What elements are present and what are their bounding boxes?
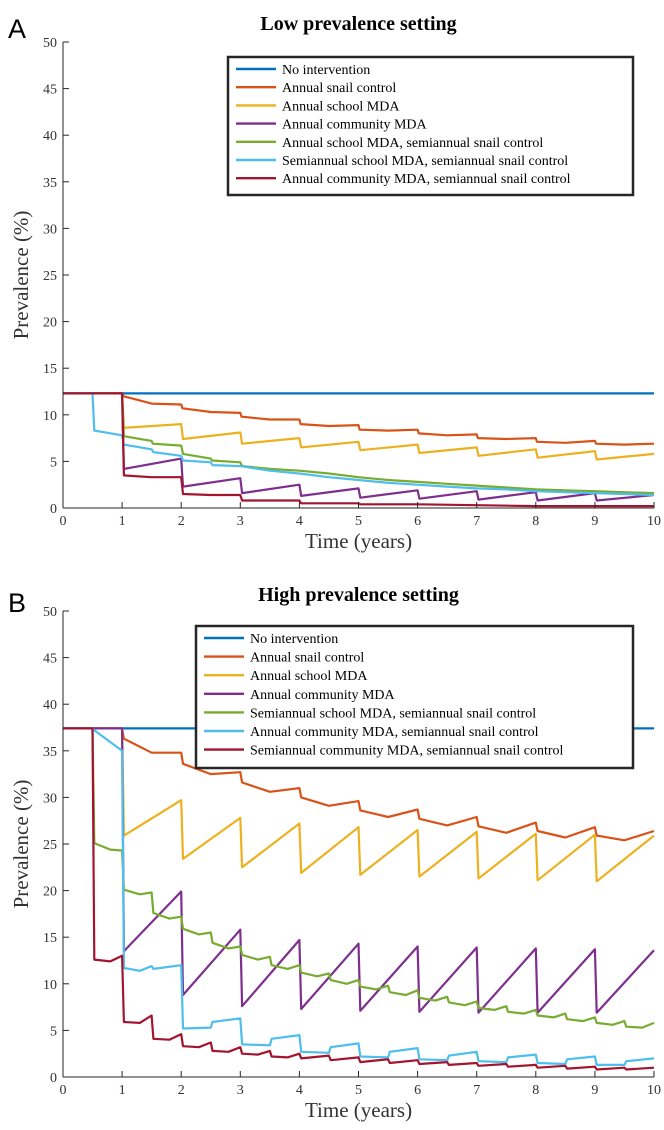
panel-a-x-tick-label: 5 — [355, 514, 362, 529]
panel-a-y-tick-label: 0 — [50, 502, 57, 517]
panel-a-y-axis-label: Prevalence (%) — [9, 211, 33, 340]
panel-b-y-tick-label: 10 — [43, 978, 57, 993]
panel-b-series-line-5 — [63, 727, 655, 1029]
panel-a-x-tick-label: 2 — [178, 514, 185, 529]
panel-a-title: Low prevalence setting — [260, 13, 456, 35]
panel-a-series-line-5 — [63, 392, 655, 495]
panel-b-x-tick-label: 3 — [237, 1083, 244, 1098]
panel-b-title: High prevalence setting — [258, 584, 459, 606]
panel-b-legend-entry-5: Semiannual school MDA, semiannual snail … — [250, 706, 536, 721]
panel-b-x-tick-label: 9 — [591, 1083, 598, 1098]
panel-a-y-tick-label: 10 — [43, 409, 57, 424]
panel-b-y-tick-label: 20 — [43, 885, 57, 900]
panel-b-legend-entry-1: No intervention — [250, 632, 338, 647]
panel-a-legend-entry-6: Semiannual school MDA, semiannual snail … — [282, 154, 568, 169]
panel-b-y-tick-label: 0 — [50, 1071, 57, 1086]
panel-a-legend-entry-1: No intervention — [282, 63, 370, 78]
panel-b-x-tick-label: 6 — [414, 1083, 421, 1098]
panel-a-x-tick-label: 8 — [532, 514, 539, 529]
panel-a-x-tick-label: 0 — [60, 514, 67, 529]
panel-a-legend-entry-2: Annual snail control — [282, 81, 396, 96]
panel-b-y-tick-label: 45 — [43, 652, 57, 667]
panel-a-x-tick-label: 3 — [237, 514, 244, 529]
panel-a-x-tick-label: 1 — [119, 514, 126, 529]
panel-b-series-line-3 — [63, 727, 655, 883]
panel-b-x-tick-label: 8 — [532, 1083, 539, 1098]
panel-a-x-tick-label: 6 — [414, 514, 421, 529]
panel-a-y-tick-label: 5 — [50, 455, 57, 470]
panel-b-legend-entry-6: Annual community MDA, semiannual snail c… — [250, 725, 539, 740]
panel-b-y-axis-label: Prevalence (%) — [9, 780, 33, 909]
panel-b-y-tick-label: 5 — [50, 1024, 57, 1039]
panel-a-legend-box — [226, 55, 635, 197]
panel-a-legend-entry-5: Annual school MDA, semiannual snail cont… — [282, 136, 543, 151]
panel-a-y-tick-label: 50 — [43, 36, 57, 51]
panel-a-series-line-6 — [63, 392, 655, 497]
panel-a-series-line-7 — [63, 392, 654, 508]
panel-a-y-tick-label: 30 — [43, 222, 57, 237]
panel-b-legend-entry-4: Annual community MDA — [250, 688, 396, 703]
panel-a-legend: No intervention Annual snail control Annua… — [226, 55, 635, 197]
panel-b-legend: No intervention Annual snail control Annua… — [194, 624, 635, 770]
panel-b-y-tick-label: 40 — [43, 698, 57, 713]
panel-a-y-tick-label: 40 — [43, 129, 57, 144]
panel-b-x-axis-label: Time (years) — [305, 1098, 412, 1122]
panel-b-series-line-2 — [63, 727, 655, 842]
panel-b-x-tick-label: 10 — [647, 1083, 661, 1098]
panel-a-legend-entry-4: Annual community MDA — [282, 118, 428, 133]
panel-a-series-line-4 — [63, 392, 655, 502]
panel-b-y-tick-label: 35 — [43, 745, 57, 760]
panel-b-legend-entry-2: Annual snail control — [250, 651, 364, 666]
panel-b-y-tick-label: 50 — [43, 605, 57, 620]
panel-b-series-line-7 — [63, 727, 655, 1071]
panel-b-x-tick-label: 4 — [296, 1083, 303, 1098]
panel-a-y-tick-label: 20 — [43, 316, 57, 331]
panel-b-y-tick-label: 25 — [43, 838, 57, 853]
panel-a-x-tick-label: 10 — [647, 514, 661, 529]
panel-b-x-tick-label: 5 — [355, 1083, 362, 1098]
panel-b-x-tick-label: 2 — [178, 1083, 185, 1098]
panel-b-x-tick-label: 0 — [60, 1083, 67, 1098]
panel-b-series-line-6 — [63, 727, 655, 1066]
panel-a-series-group — [63, 392, 655, 508]
panel-b: B High prevalence setting0510152025303540… — [8, 584, 661, 1122]
panel-a: A Low prevalence setting05101520253035404… — [8, 13, 661, 553]
panel-b-legend-box — [194, 624, 635, 770]
panel-b-x-tick-label: 7 — [473, 1083, 480, 1098]
panel-a-x-axis-label: Time (years) — [305, 529, 412, 553]
panel-a-x-tick-label: 7 — [473, 514, 480, 529]
panel-b-y-tick-label: 15 — [43, 931, 57, 946]
panel-b-legend-entry-7: Semiannual community MDA, semiannual sna… — [250, 744, 564, 759]
panel-b-y-tick-label: 30 — [43, 791, 57, 806]
panel-a-series-line-2 — [63, 392, 655, 446]
panel-a-series-line-3 — [63, 392, 655, 461]
panel-b-x-tick-label: 1 — [119, 1083, 126, 1098]
panel-a-y-tick-label: 15 — [43, 362, 57, 377]
panel-a-y-tick-label: 45 — [43, 83, 57, 98]
panel-a-x-tick-label: 9 — [591, 514, 598, 529]
panel-a-letter: A — [8, 14, 26, 44]
panel-a-y-tick-label: 25 — [43, 269, 57, 284]
panel-b-series-line-4 — [63, 727, 655, 1014]
panel-a-legend-entry-3: Annual school MDA — [282, 99, 400, 114]
panel-a-legend-entry-7: Annual community MDA, semiannual snail c… — [282, 172, 571, 187]
panel-b-series-group — [63, 727, 655, 1071]
panel-a-y-tick-label: 35 — [43, 176, 57, 191]
panel-b-letter: B — [8, 588, 26, 618]
panel-a-x-tick-label: 4 — [296, 514, 303, 529]
panel-b-legend-entry-3: Annual school MDA — [250, 669, 368, 684]
